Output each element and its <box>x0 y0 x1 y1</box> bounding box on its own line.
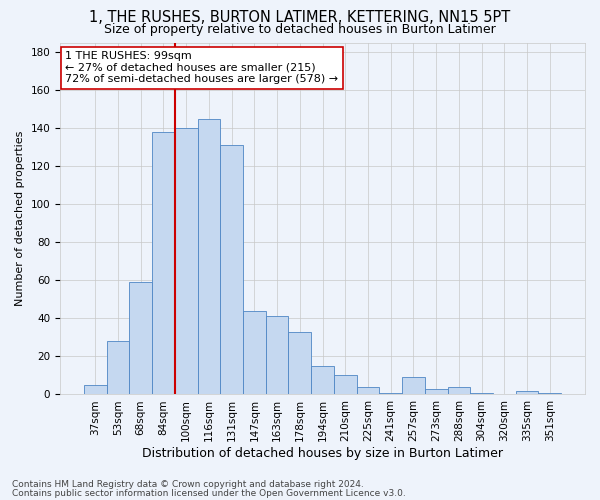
Bar <box>425 389 448 394</box>
X-axis label: Distribution of detached houses by size in Burton Latimer: Distribution of detached houses by size … <box>142 447 503 460</box>
Bar <box>243 310 266 394</box>
Bar <box>470 392 493 394</box>
Bar <box>538 392 561 394</box>
Bar <box>515 390 538 394</box>
Bar <box>266 316 289 394</box>
Bar <box>175 128 197 394</box>
Bar <box>379 392 402 394</box>
Text: 1, THE RUSHES, BURTON LATIMER, KETTERING, NN15 5PT: 1, THE RUSHES, BURTON LATIMER, KETTERING… <box>89 10 511 25</box>
Text: Contains HM Land Registry data © Crown copyright and database right 2024.: Contains HM Land Registry data © Crown c… <box>12 480 364 489</box>
Text: Size of property relative to detached houses in Burton Latimer: Size of property relative to detached ho… <box>104 22 496 36</box>
Bar <box>311 366 334 394</box>
Bar <box>84 385 107 394</box>
Y-axis label: Number of detached properties: Number of detached properties <box>15 131 25 306</box>
Bar <box>448 387 470 394</box>
Text: 1 THE RUSHES: 99sqm
← 27% of detached houses are smaller (215)
72% of semi-detac: 1 THE RUSHES: 99sqm ← 27% of detached ho… <box>65 52 338 84</box>
Bar <box>220 145 243 394</box>
Bar <box>107 341 130 394</box>
Bar <box>130 282 152 395</box>
Bar <box>334 376 356 394</box>
Bar <box>402 378 425 394</box>
Bar <box>289 332 311 394</box>
Bar <box>356 387 379 394</box>
Bar <box>152 132 175 394</box>
Text: Contains public sector information licensed under the Open Government Licence v3: Contains public sector information licen… <box>12 488 406 498</box>
Bar <box>197 118 220 394</box>
